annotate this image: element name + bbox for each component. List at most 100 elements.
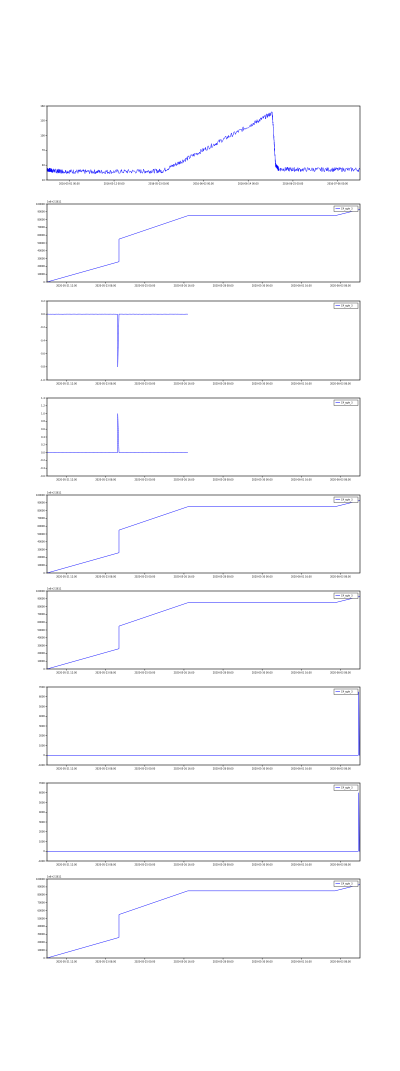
x-tick-label: 2020-05-28 08:00 xyxy=(213,672,234,675)
x-tick-label: 2020-05-25 00:00 xyxy=(134,768,155,771)
y-tick-label: 60000 xyxy=(37,525,45,528)
x-tick-label: 2020-06-01 16:00 xyxy=(291,576,312,579)
y-tick-label: -0.4 xyxy=(40,467,45,470)
y-tick-label: 50000 xyxy=(37,917,45,920)
y-tick-label: 7000 xyxy=(39,782,45,785)
axis-offset-label: 1e6+2.5611 xyxy=(47,588,62,591)
y-tick-label: 100000 xyxy=(36,878,45,881)
plot-frame xyxy=(46,397,361,477)
legend-label: C4_sgle_3 xyxy=(341,305,353,308)
x-tick-label: 2020-06-01 16:00 xyxy=(291,961,312,964)
y-tick-label: 1000 xyxy=(39,744,45,747)
y-tick-label: 40000 xyxy=(37,250,45,253)
y-tick-label: 70000 xyxy=(37,613,45,616)
x-tick-label: 2020-05-25 00:00 xyxy=(134,285,155,288)
chart-7: -1000 0 1000 2000 3000 4000 5000 6000 7000 2020-0… xyxy=(38,686,361,771)
y-tick-label: 10000 xyxy=(37,660,45,663)
legend: C4_sgle_3 xyxy=(333,205,359,212)
y-tick-label: 0.6 xyxy=(41,428,45,431)
y-tick-label: 0 xyxy=(43,668,45,671)
series-line xyxy=(46,500,361,574)
y-tick-label: 30000 xyxy=(37,257,45,260)
y-tick-label: 100000 xyxy=(36,203,45,206)
plot-frame xyxy=(46,590,361,670)
y-tick-label: 0.8 xyxy=(41,420,45,423)
y-tick-label: 50000 xyxy=(37,533,45,536)
legend: C4_sgle_3 xyxy=(333,688,359,695)
y-tick-label: -0.2 xyxy=(40,326,45,329)
y-tick-label: 1.2 xyxy=(41,405,45,408)
chart-8: -1000 0 1000 2000 3000 4000 5000 6000 7000 2020-0… xyxy=(38,782,361,867)
y-tick-label: 40 xyxy=(42,164,45,167)
x-tick-label: 2020-05-25 00:00 xyxy=(134,576,155,579)
legend: C4_sgle_3 xyxy=(333,302,359,309)
x-tick-label: 2020-05-25 00:00 xyxy=(134,479,155,482)
x-tick-label: 2020-05-23 08:00 xyxy=(95,576,116,579)
y-tick-label: 6000 xyxy=(39,792,45,795)
x-tick-label: 2020-05-21 12:00 xyxy=(56,576,77,579)
y-tick-label: 90000 xyxy=(37,598,45,601)
x-tick-label: 2016-06-25 00:00 xyxy=(283,183,304,186)
x-tick-label: 2020-05-23 08:00 xyxy=(95,768,116,771)
y-tick-label: 0 xyxy=(43,850,45,853)
x-tick-label: 2020-05-25 00:00 xyxy=(134,961,155,964)
y-tick-label: 100 xyxy=(40,134,45,137)
y-tick-label: 3000 xyxy=(39,821,45,824)
x-tick-label: 2020-05-30 00:00 xyxy=(252,768,273,771)
y-tick-label: 2000 xyxy=(39,831,45,834)
y-tick-label: 20000 xyxy=(37,265,45,268)
x-tick-label: 2020-05-28 08:00 xyxy=(213,768,234,771)
x-tick-label: 2020-05-26 16:00 xyxy=(174,285,195,288)
y-tick-label: 10000 xyxy=(37,273,45,276)
x-tick-label: 2020-05-28 08:00 xyxy=(213,576,234,579)
y-tick-label: 70 xyxy=(42,149,45,152)
legend-label: C4_sgle_3 xyxy=(341,691,353,694)
y-tick-label: 90000 xyxy=(37,886,45,889)
plot-frame xyxy=(46,686,361,766)
chart-2: 0 10000 20000 30000 40000 50000 60000 70000 8000… xyxy=(36,201,361,288)
axis-offset-label: 1e6+2.5611 xyxy=(47,492,62,495)
x-tick-label: 2016-06-03 00:00 xyxy=(193,183,214,186)
x-tick-label: 2020-05-30 00:00 xyxy=(252,479,273,482)
x-tick-label: 2020-05-21 12:00 xyxy=(56,383,77,386)
plot-frame xyxy=(46,203,361,283)
x-tick-label: 2020-05-23 08:00 xyxy=(95,961,116,964)
plot-frame xyxy=(46,782,361,862)
y-tick-label: 0 xyxy=(43,957,45,960)
y-tick-label: 5000 xyxy=(39,705,45,708)
x-tick-label: 2020-05-23 08:00 xyxy=(95,479,116,482)
y-tick-label: 70000 xyxy=(37,226,45,229)
y-tick-label: 7000 xyxy=(39,686,45,689)
x-tick-label: 2020-06-03 08:00 xyxy=(330,961,351,964)
y-tick-label: 80000 xyxy=(37,894,45,897)
legend: C4_sgle_3 xyxy=(333,880,359,887)
x-tick-label: 2020-06-01 16:00 xyxy=(291,479,312,482)
x-tick-label: 2020-05-21 12:00 xyxy=(56,285,77,288)
x-tick-label: 2020-05-21 12:00 xyxy=(56,479,77,482)
series-line xyxy=(47,691,360,756)
y-tick-label: 20000 xyxy=(37,652,45,655)
y-tick-label: -1000 xyxy=(38,860,45,863)
x-tick-label: 2020-05-26 16:00 xyxy=(174,576,195,579)
legend-label: C4_sgle_3 xyxy=(341,883,353,886)
x-tick-label: 2020-05-26 16:00 xyxy=(174,961,195,964)
chart-9: 0 10000 20000 30000 40000 50000 60000 70000 8000… xyxy=(36,876,361,964)
y-tick-label: 90000 xyxy=(37,502,45,505)
x-tick-label: 2020-06-03 08:00 xyxy=(330,672,351,675)
y-tick-label: -0.4 xyxy=(40,339,45,342)
y-tick-label: 30000 xyxy=(37,548,45,551)
x-tick-label: 2020-05-30 00:00 xyxy=(252,672,273,675)
x-tick-label: 2020-05-21 12:00 xyxy=(56,961,77,964)
y-tick-label: -0.8 xyxy=(40,366,45,369)
x-tick-label: 2020-06-01 16:00 xyxy=(291,864,312,867)
series-line xyxy=(47,413,188,454)
y-tick-label: 0.0 xyxy=(41,451,45,454)
x-tick-label: 2020-05-30 00:00 xyxy=(252,576,273,579)
x-tick-label: 2020-05-26 16:00 xyxy=(174,768,195,771)
y-tick-label: -0.6 xyxy=(40,352,45,355)
x-tick-label: 2020-06-03 08:00 xyxy=(330,768,351,771)
y-tick-label: 50000 xyxy=(37,242,45,245)
y-tick-label: 80000 xyxy=(37,605,45,608)
y-tick-label: 80000 xyxy=(37,509,45,512)
